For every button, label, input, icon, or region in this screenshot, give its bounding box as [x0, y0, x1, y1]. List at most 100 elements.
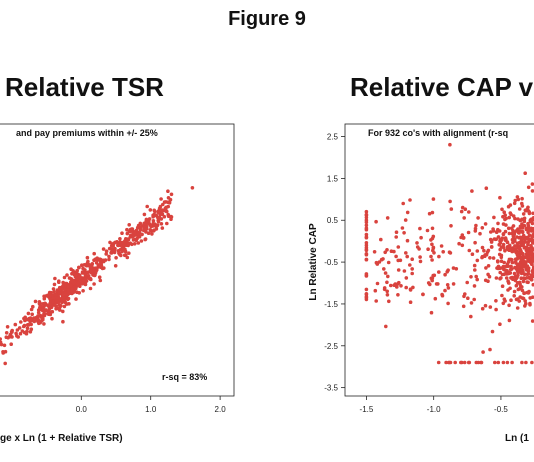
left-data-point — [28, 330, 33, 334]
left-data-point — [0, 337, 2, 341]
left-data-point — [126, 237, 130, 241]
right-data-point — [526, 242, 530, 247]
right-data-point — [469, 301, 474, 305]
right-data-point — [506, 204, 511, 209]
left-chart-subtitle: and pay premiums within +/- 25% — [16, 128, 158, 138]
right-data-point — [485, 250, 490, 254]
right-data-point — [520, 196, 524, 201]
right-data-point — [520, 296, 525, 300]
right-data-point — [522, 272, 527, 277]
left-data-point — [75, 268, 79, 273]
left-data-point — [66, 296, 71, 301]
right-data-point — [480, 226, 485, 230]
right-data-point — [394, 230, 399, 234]
right-data-point — [460, 205, 465, 210]
right-data-point — [483, 303, 488, 308]
right-data-point — [508, 211, 513, 215]
left-data-point — [44, 308, 48, 313]
right-data-point — [488, 347, 492, 352]
left-data-point — [52, 282, 57, 287]
left-data-point — [48, 302, 52, 306]
right-data-point — [515, 306, 520, 310]
right-data-point — [523, 291, 527, 295]
right-data-point — [382, 267, 386, 271]
left-data-point — [130, 235, 134, 239]
right-data-point — [474, 274, 479, 279]
right-data-point — [529, 219, 534, 224]
left-data-point — [97, 275, 102, 280]
right-data-point — [523, 208, 528, 213]
left-data-point — [61, 319, 65, 324]
right-data-point — [517, 236, 521, 240]
left-data-point — [162, 214, 167, 219]
left-data-point — [125, 255, 130, 260]
right-data-point — [474, 223, 478, 228]
right-data-point — [449, 224, 453, 228]
right-data-point — [510, 258, 514, 262]
right-data-point — [528, 303, 532, 307]
left-x-ticks: 0.0 1.0 2.0 — [76, 396, 226, 414]
left-data-point — [67, 276, 72, 280]
right-data-point — [415, 241, 419, 245]
right-data-point — [484, 266, 488, 270]
right-data-point — [504, 223, 508, 227]
left-data-point — [54, 306, 58, 311]
right-data-point — [500, 272, 505, 277]
left-data-point — [72, 272, 77, 277]
left-x-tick-label: 1.0 — [145, 405, 157, 414]
right-data-point — [479, 360, 483, 365]
left-data-point — [118, 252, 122, 257]
right-data-point — [496, 260, 500, 264]
left-data-point — [75, 276, 79, 281]
left-data-point — [25, 323, 30, 327]
left-data-point — [82, 263, 87, 267]
right-data-point — [462, 216, 467, 220]
left-data-point — [81, 266, 85, 271]
right-data-point — [517, 280, 522, 285]
right-data-point — [387, 299, 391, 304]
left-data-point — [33, 299, 38, 304]
right-data-point — [503, 217, 507, 222]
right-data-point — [467, 210, 471, 214]
left-data-point — [168, 197, 173, 202]
right-data-point — [531, 239, 534, 243]
left-data-point — [50, 309, 55, 314]
left-data-point — [135, 225, 140, 230]
right-data-point — [396, 245, 401, 249]
right-data-point — [399, 284, 403, 288]
right-data-point — [411, 285, 415, 290]
right-data-point — [396, 268, 401, 272]
right-data-point — [499, 238, 504, 242]
left-data-point — [127, 251, 131, 255]
left-data-point — [120, 231, 124, 235]
right-data-point — [364, 226, 369, 230]
left-data-point — [70, 278, 74, 283]
left-data-point — [61, 292, 65, 297]
right-data-point — [364, 235, 369, 239]
left-data-point — [156, 219, 161, 224]
right-data-point — [503, 229, 508, 234]
left-data-point — [44, 303, 49, 307]
right-data-point — [526, 205, 530, 210]
left-data-point — [36, 310, 41, 315]
right-data-point — [525, 250, 530, 255]
right-data-point — [445, 283, 450, 287]
left-data-point — [110, 250, 114, 254]
right-data-point — [508, 286, 512, 291]
left-x-tick-label: 2.0 — [215, 405, 227, 414]
left-data-point — [77, 291, 81, 295]
right-data-point — [520, 201, 524, 206]
right-data-point — [523, 304, 527, 308]
right-data-point — [429, 238, 433, 242]
right-data-point — [383, 250, 388, 255]
right-data-point — [430, 258, 434, 262]
right-data-point — [530, 319, 534, 323]
right-data-point — [473, 240, 477, 245]
right-data-point — [408, 300, 413, 305]
left-data-point — [124, 253, 128, 257]
right-data-point — [489, 245, 494, 249]
right-data-point — [382, 286, 387, 290]
right-data-point — [517, 246, 522, 250]
left-data-point — [26, 311, 31, 316]
right-data-point — [513, 260, 518, 264]
